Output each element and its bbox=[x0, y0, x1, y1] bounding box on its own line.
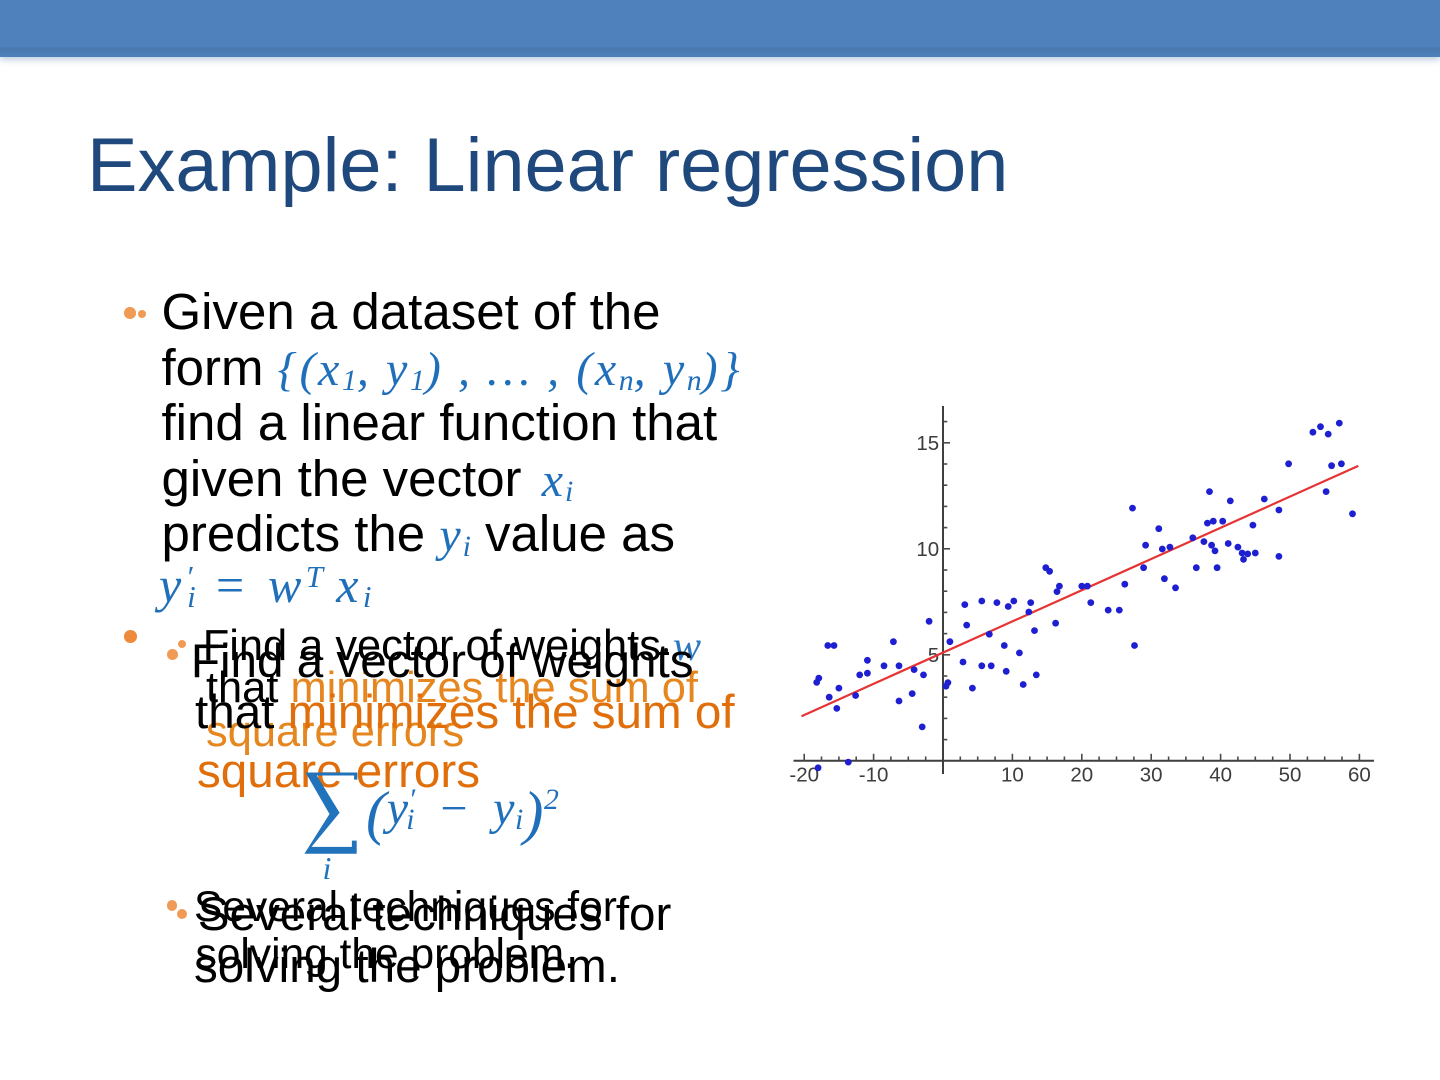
svg-text:20: 20 bbox=[1070, 763, 1093, 786]
svg-text:-20: -20 bbox=[789, 763, 819, 786]
svg-text:10: 10 bbox=[1001, 763, 1024, 786]
svg-text:-10: -10 bbox=[859, 763, 889, 786]
svg-text:5: 5 bbox=[928, 644, 939, 667]
svg-text:60: 60 bbox=[1348, 763, 1371, 786]
svg-text:30: 30 bbox=[1140, 763, 1163, 786]
svg-text:i: i bbox=[323, 850, 332, 886]
svg-text:50: 50 bbox=[1279, 763, 1302, 786]
svg-text:15: 15 bbox=[916, 432, 939, 455]
svg-text:10: 10 bbox=[916, 538, 939, 561]
svg-text:40: 40 bbox=[1209, 763, 1232, 786]
